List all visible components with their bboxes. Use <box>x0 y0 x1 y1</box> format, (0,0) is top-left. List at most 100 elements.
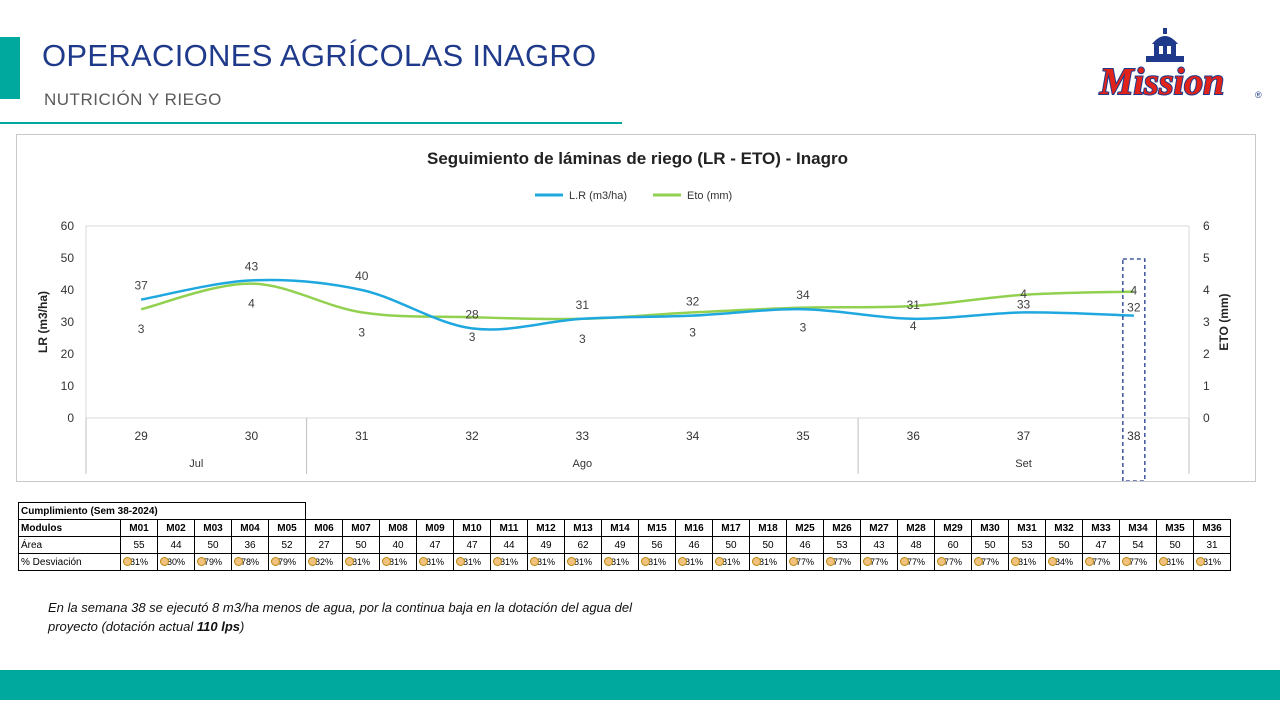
status-dot-icon <box>826 557 835 566</box>
chart-title: Seguimiento de láminas de riego (LR - ET… <box>427 149 848 168</box>
row-header-modulos: Modulos <box>18 519 121 537</box>
area-cell: 50 <box>1045 536 1083 554</box>
highlight-week-box <box>1122 258 1146 481</box>
module-header: M02 <box>157 519 195 537</box>
status-dot-icon <box>900 557 909 566</box>
area-cell: 44 <box>490 536 528 554</box>
status-dot-icon <box>308 557 317 566</box>
note-text: En la semana 38 se ejecutó 8 m3/ha menos… <box>48 600 632 634</box>
eto-data-label: 4 <box>248 297 255 311</box>
area-cell: 43 <box>860 536 898 554</box>
deviation-cell: 81% <box>342 553 380 571</box>
module-header: M10 <box>453 519 491 537</box>
x-tick-label: 38 <box>1127 429 1141 443</box>
module-header: M12 <box>527 519 565 537</box>
eto-data-label: 4 <box>1131 284 1138 298</box>
status-dot-icon <box>456 557 465 566</box>
area-cell: 53 <box>1008 536 1046 554</box>
deviation-value: 77% <box>906 557 925 567</box>
module-header: M15 <box>638 519 676 537</box>
lr-data-label: 43 <box>245 259 259 273</box>
eto-data-label: 3 <box>358 325 365 339</box>
module-header: M01 <box>120 519 158 537</box>
deviation-cell: 77% <box>1119 553 1157 571</box>
deviation-value: 81% <box>536 557 555 567</box>
area-cell: 53 <box>823 536 861 554</box>
x-tick-label: 31 <box>355 429 369 443</box>
table-empty-cell <box>417 503 454 520</box>
area-cell: 31 <box>1193 536 1231 554</box>
eto-data-label: 3 <box>469 330 476 344</box>
area-cell: 50 <box>712 536 750 554</box>
module-header: M03 <box>194 519 232 537</box>
deviation-cell: 80% <box>157 553 195 571</box>
table-empty-cell <box>1157 503 1194 520</box>
y-tick-label: 40 <box>61 283 75 297</box>
x-tick-label: 30 <box>245 429 259 443</box>
status-dot-icon <box>271 557 280 566</box>
deviation-cell: 77% <box>1082 553 1120 571</box>
status-dot-icon <box>1048 557 1057 566</box>
deviation-cell: 81% <box>1156 553 1194 571</box>
weekly-note: En la semana 38 se ejecutó 8 m3/ha menos… <box>48 598 668 636</box>
deviation-value: 81% <box>684 557 703 567</box>
y-tick-label: 60 <box>61 219 75 233</box>
area-cell: 54 <box>1119 536 1157 554</box>
deviation-value: 78% <box>240 557 259 567</box>
deviation-value: 81% <box>499 557 518 567</box>
module-header: M13 <box>564 519 602 537</box>
module-header: M06 <box>305 519 343 537</box>
deviation-cell: 78% <box>231 553 269 571</box>
footer-bar <box>0 670 1280 700</box>
table-empty-cell <box>565 503 602 520</box>
module-header: M07 <box>342 519 380 537</box>
deviation-value: 81% <box>425 557 444 567</box>
deviation-cell: 81% <box>1008 553 1046 571</box>
status-dot-icon <box>160 557 169 566</box>
status-dot-icon <box>1085 557 1094 566</box>
y-axis-title: LR (m3/ha) <box>36 291 50 353</box>
module-header: M33 <box>1082 519 1120 537</box>
table-empty-cell <box>491 503 528 520</box>
deviation-cell: 81% <box>675 553 713 571</box>
x-tick-label: 37 <box>1017 429 1031 443</box>
y-tick-label: 0 <box>67 411 74 425</box>
table-empty-cell <box>639 503 676 520</box>
eto-data-label: 3 <box>138 322 145 336</box>
status-dot-icon <box>789 557 798 566</box>
status-dot-icon <box>123 557 132 566</box>
area-cell: 55 <box>120 536 158 554</box>
deviation-value: 81% <box>573 557 592 567</box>
deviation-cell: 81% <box>120 553 158 571</box>
mission-building-icon <box>1146 28 1184 62</box>
deviation-value: 77% <box>795 557 814 567</box>
table-empty-cell <box>1009 503 1046 520</box>
deviation-value: 81% <box>1017 557 1036 567</box>
status-dot-icon <box>974 557 983 566</box>
area-cell: 60 <box>934 536 972 554</box>
area-cell: 50 <box>1156 536 1194 554</box>
table-empty-cell <box>972 503 1009 520</box>
table-empty-cell <box>824 503 861 520</box>
status-dot-icon <box>1196 557 1205 566</box>
deviation-value: 77% <box>943 557 962 567</box>
deviation-cell: 81% <box>527 553 565 571</box>
deviation-value: 79% <box>277 557 296 567</box>
module-header: M29 <box>934 519 972 537</box>
table-empty-cell <box>787 503 824 520</box>
status-dot-icon <box>641 557 650 566</box>
lr-data-label: 37 <box>134 279 148 293</box>
module-header: M31 <box>1008 519 1046 537</box>
table-empty-cell <box>454 503 491 520</box>
x-tick-label: 32 <box>465 429 479 443</box>
area-cell: 48 <box>897 536 935 554</box>
module-header: M27 <box>860 519 898 537</box>
status-dot-icon <box>937 557 946 566</box>
module-header: M35 <box>1156 519 1194 537</box>
deviation-value: 81% <box>647 557 666 567</box>
module-header: M14 <box>601 519 639 537</box>
lr-data-label: 40 <box>355 269 369 283</box>
deviation-value: 81% <box>351 557 370 567</box>
y2-tick-label: 4 <box>1203 283 1210 297</box>
row-header-area: Área <box>18 536 121 554</box>
